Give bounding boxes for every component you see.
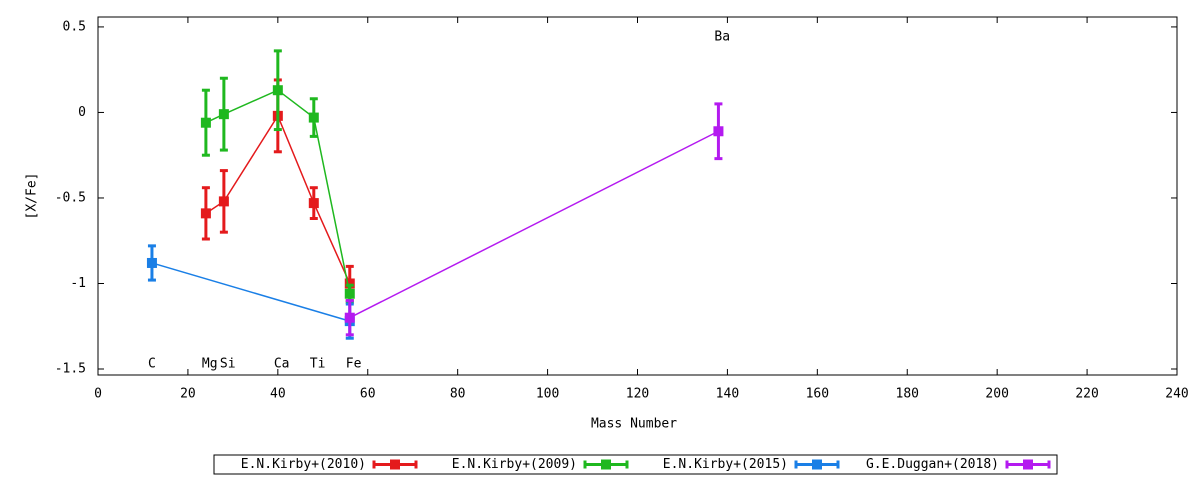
x-tick-label: 60 — [360, 387, 376, 402]
x-tick-label: 40 — [270, 387, 286, 402]
plot-frame — [97, 16, 1178, 376]
point — [344, 278, 355, 289]
series-line — [151, 262, 350, 322]
y-axis-label: [X/Fe] — [25, 173, 40, 220]
series-line — [349, 130, 719, 319]
point — [218, 109, 229, 120]
y-tick-label: 0 — [78, 105, 86, 120]
point — [218, 196, 229, 207]
point — [200, 117, 211, 128]
element-label: Ti — [310, 356, 326, 371]
legend-swatch — [1023, 459, 1033, 470]
legend-label: E.N.Kirby+(2015) — [663, 457, 788, 472]
legend-label: G.E.Duggan+(2018) — [866, 457, 999, 472]
point — [713, 126, 724, 137]
legend-label: E.N.Kirby+(2009) — [452, 457, 577, 472]
x-tick-label: 180 — [896, 387, 919, 402]
y-tick-label: -1 — [70, 276, 86, 291]
x-tick-label: 200 — [985, 387, 1008, 402]
x-tick-label: 220 — [1075, 387, 1098, 402]
element-label: Fe — [346, 356, 362, 371]
x-tick-label: 160 — [806, 387, 829, 402]
legend-swatch — [812, 459, 822, 470]
point — [200, 208, 211, 219]
legend-label: E.N.Kirby+(2010) — [241, 457, 366, 472]
y-tick-label: -0.5 — [55, 190, 86, 205]
x-axis-label: Mass Number — [591, 417, 677, 432]
point — [344, 288, 355, 299]
x-tick-label: 140 — [716, 387, 739, 402]
x-tick-label: 80 — [450, 387, 466, 402]
x-tick-label: 20 — [180, 387, 196, 402]
element-label: C — [148, 356, 156, 371]
element-label: Si — [220, 356, 236, 371]
y-tick-label: -1.5 — [55, 362, 86, 377]
point — [308, 112, 319, 123]
element-label: Mg — [202, 356, 218, 371]
legend-swatch — [390, 459, 400, 470]
x-tick-label: 0 — [94, 387, 102, 402]
element-label: Ba — [714, 30, 730, 45]
x-tick-label: 100 — [536, 387, 559, 402]
x-tick-label: 120 — [626, 387, 649, 402]
x-tick-label: 240 — [1165, 387, 1188, 402]
point — [308, 198, 319, 209]
legend-swatch — [601, 459, 611, 470]
point — [272, 85, 283, 96]
point — [146, 257, 157, 268]
point — [344, 312, 355, 323]
legend-box — [213, 454, 1058, 475]
y-tick-label: 0.5 — [63, 19, 86, 34]
element-label: Ca — [274, 356, 290, 371]
